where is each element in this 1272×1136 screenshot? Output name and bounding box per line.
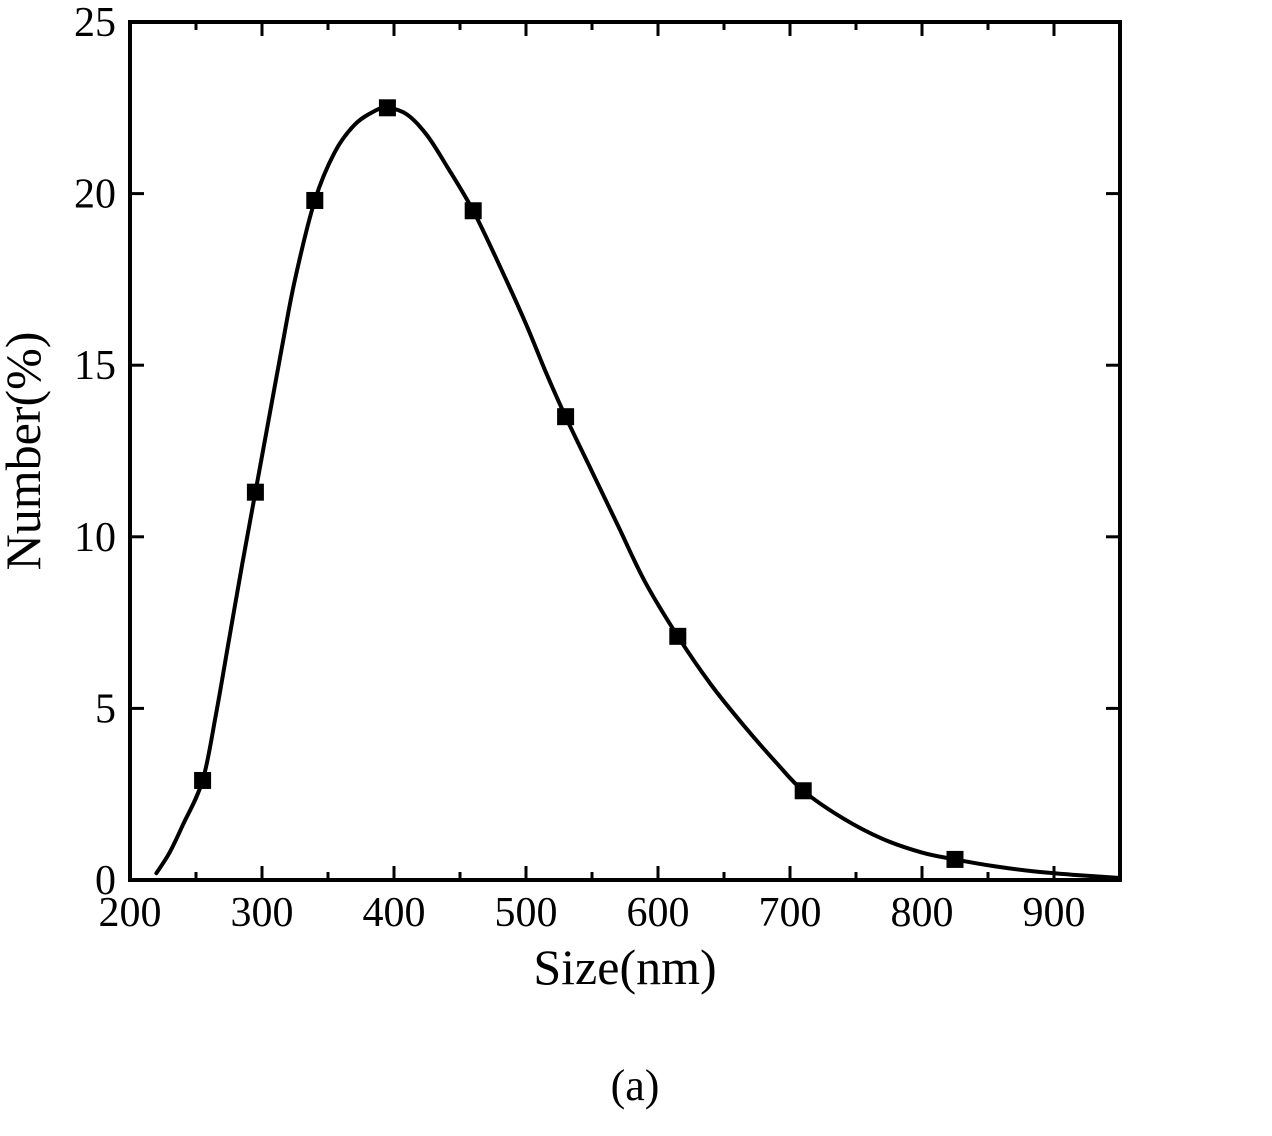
- data-marker: [557, 408, 574, 425]
- data-marker: [306, 192, 323, 209]
- data-marker: [465, 202, 482, 219]
- x-tick-label: 300: [231, 890, 294, 936]
- y-axis-label: Number(%): [0, 332, 51, 571]
- distribution-curve: [156, 108, 1120, 878]
- x-tick-label: 400: [363, 890, 426, 936]
- data-marker: [947, 851, 964, 868]
- data-marker: [795, 782, 812, 799]
- subplot-caption: (a): [611, 1061, 660, 1110]
- plot-border: [130, 22, 1120, 880]
- y-tick-label: 20: [74, 172, 116, 218]
- y-tick-label: 0: [95, 858, 116, 904]
- data-marker: [669, 628, 686, 645]
- chart-container: 2003004005006007008009000510152025Size(n…: [0, 0, 1272, 1136]
- data-marker: [194, 772, 211, 789]
- data-marker: [379, 99, 396, 116]
- x-tick-label: 500: [495, 890, 558, 936]
- particle-size-distribution-chart: 2003004005006007008009000510152025Size(n…: [0, 0, 1272, 1136]
- y-tick-label: 10: [74, 515, 116, 561]
- x-tick-label: 600: [627, 890, 690, 936]
- x-tick-label: 900: [1023, 890, 1086, 936]
- x-tick-label: 700: [759, 890, 822, 936]
- x-axis-label: Size(nm): [533, 939, 716, 995]
- y-tick-label: 5: [95, 686, 116, 732]
- data-marker: [247, 484, 264, 501]
- x-tick-label: 800: [891, 890, 954, 936]
- y-tick-label: 15: [74, 343, 116, 389]
- y-tick-label: 25: [74, 0, 116, 46]
